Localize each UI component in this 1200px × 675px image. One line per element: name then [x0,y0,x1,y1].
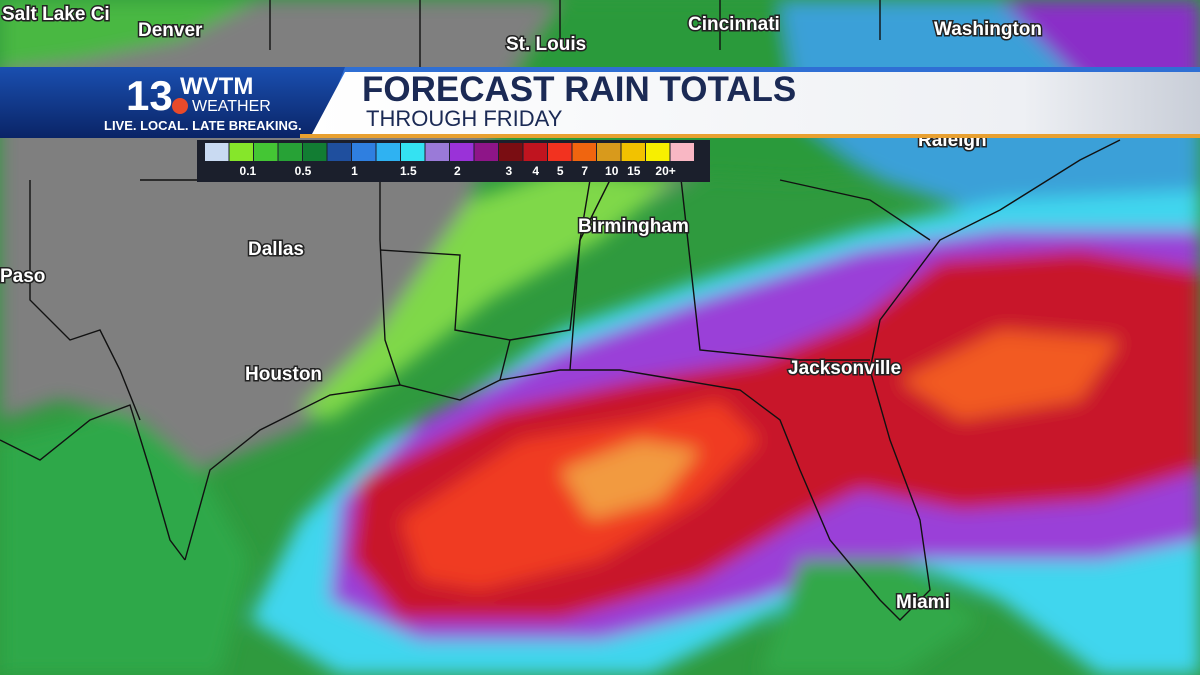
legend-label: 1.5 [400,164,417,178]
title: FORECAST RAIN TOTALS [362,70,796,109]
subtitle: THROUGH FRIDAY [366,106,563,131]
legend: 0.1 0.5 1 1.5 2 3 4 5 7 10 15 20+ [197,140,710,182]
tagline: LIVE. LOCAL. LATE BREAKING. [104,118,302,133]
peacock-icon [172,98,188,114]
city-label: Miami [896,592,950,613]
legend-label: 2 [454,164,461,178]
legend-label: 4 [532,164,539,178]
legend-swatch [474,143,498,161]
legend-label: 5 [557,164,564,178]
legend-label: 0.5 [295,164,312,178]
legend-swatch [229,143,253,161]
header: 13 WVTM WEATHER LIVE. LOCAL. LATE BREAKI… [0,67,1200,138]
legend-swatch [499,143,523,161]
city-label: Denver [138,20,203,41]
legend-swatch [450,143,474,161]
city-label: Dallas [248,239,304,260]
legend-swatch [278,143,302,161]
legend-label: 7 [581,164,588,178]
legend-label: 20+ [655,164,675,178]
legend-label: 3 [505,164,512,178]
legend-swatch [401,143,425,161]
legend-swatch [523,143,547,161]
city-label: Paso [0,266,45,287]
city-label: Jacksonville [788,358,901,379]
legend-swatch [621,143,645,161]
legend-swatch [303,143,327,161]
borders [0,0,1121,621]
city-label: Birmingham [578,216,689,237]
city-label: Houston [245,364,322,385]
legend-swatch [376,143,400,161]
accent-line [300,134,1200,138]
legend-swatch [646,143,670,161]
legend-swatch [597,143,621,161]
city-label: Cincinnati [688,14,780,35]
legend-swatch [670,143,694,161]
logo-subtitle: WEATHER [192,98,271,115]
city-label: Salt Lake Ci [2,4,110,25]
logo-station: WVTM [180,73,253,100]
logo-panel [0,67,345,138]
legend-swatch [425,143,449,161]
city-label: St. Louis [506,34,586,55]
legend-label: 10 [605,164,619,178]
legend-label: 15 [627,164,641,178]
logo-number: 13 [126,72,173,119]
city-labels: Salt Lake Ci Denver St. Louis Cincinnati… [0,3,1044,615]
title-panel [312,72,1200,134]
legend-swatch [352,143,376,161]
legend-swatch [205,143,229,161]
legend-swatch [572,143,596,161]
legend-label: 0.1 [240,164,257,178]
legend-swatch [548,143,572,161]
city-label: Washington [934,19,1042,40]
legend-swatch [327,143,351,161]
legend-swatch [254,143,278,161]
legend-label: 1 [351,164,358,178]
